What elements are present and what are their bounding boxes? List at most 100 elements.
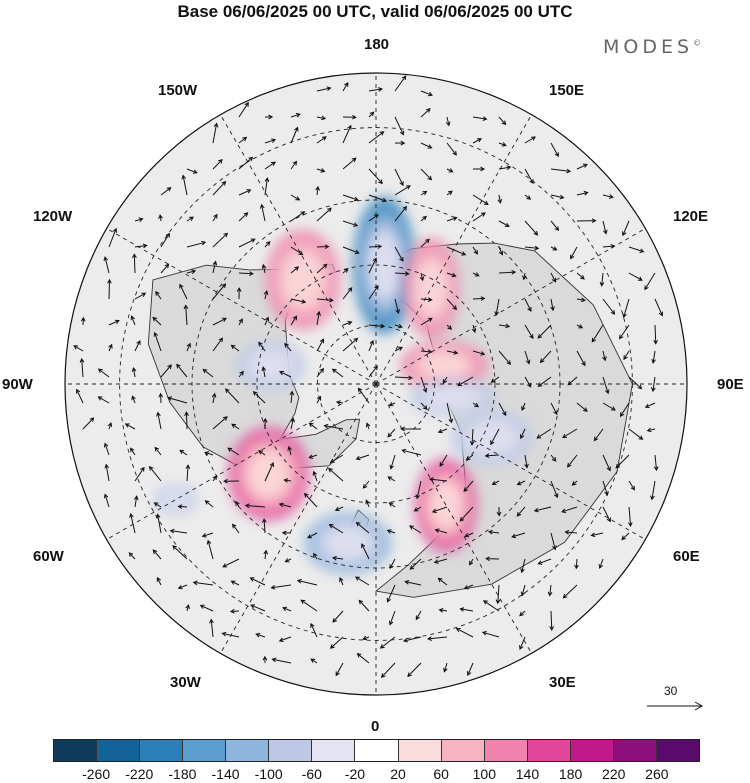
wind-arrow [650,480,656,501]
wind-arrow [420,297,433,302]
wind-arrow [179,449,188,456]
colorbar-tick: -180 [168,766,197,782]
wind-arrow [602,243,616,249]
wind-arrow [152,549,162,560]
reference-vector-label: 30 [664,684,678,698]
wind-arrow [564,529,578,535]
wind-arrow [420,238,430,248]
wind-arrow [622,220,630,237]
wind-arrow [420,90,433,97]
wind-arrow [550,298,555,312]
wind-arrow [368,285,379,300]
wind-arrow [472,350,486,356]
wind-arrow [169,528,188,534]
wind-arrow [472,296,486,301]
wind-arrow [602,480,609,497]
wind-arrow [153,331,162,352]
wind-arrow [308,454,318,459]
wind-arrow [420,349,433,355]
wind-arrow [342,124,352,144]
wind-arrow [365,422,371,430]
colorbar-segment [398,740,442,761]
wind-arrow [571,480,578,486]
wind-arrow [183,304,189,326]
wind-arrow [498,142,507,147]
wind-arrow [167,396,188,404]
wind-arrow [524,194,532,200]
wind-arrow [354,576,370,586]
wind-arrow [368,194,388,203]
wind-arrow [628,480,635,491]
positive-anomaly [414,458,478,552]
lon-label-60w: 60W [33,548,64,565]
wind-arrow [619,324,630,340]
wind-arrow [576,190,589,196]
wind-arrow [404,580,422,586]
wind-arrow [459,506,474,522]
wind-arrow [264,177,270,196]
colorbar-tick: -20 [344,766,366,782]
colorbar-segment [54,740,98,761]
wind-arrow [439,454,448,468]
wind-arrow [262,655,268,664]
wind-arrow [446,142,457,156]
wind-arrow [511,532,526,539]
wind-arrow [185,604,190,612]
wind-arrow [323,423,344,430]
wind-arrow [313,552,318,560]
wind-arrow [281,530,292,536]
wind-arrow [498,402,507,417]
wind-arrow [516,480,526,486]
wind-arrow [539,350,552,364]
wind-arrow [570,246,578,260]
meridian-line [220,114,377,385]
wind-arrow [524,376,532,388]
wind-arrow [331,555,344,561]
wind-arrow [455,628,474,638]
colorbar-tick: 260 [645,766,669,782]
wind-arrow [329,636,344,649]
wind-arrow [108,343,113,352]
wind-arrow [368,339,374,352]
wind-arrow [463,584,474,590]
wind-arrow [358,599,370,612]
wind-arrow [472,138,483,144]
wind-arrow [394,246,404,262]
wind-arrow [342,194,359,202]
wind-arrow [562,584,578,599]
wind-arrow [250,604,266,612]
colorbar-segment [226,740,270,761]
wind-arrow [464,532,474,538]
wind-arrow [446,324,453,330]
wind-arrow [176,363,188,378]
wind-arrow [446,402,454,424]
wind-arrow [498,323,511,329]
colorbar-segment [441,740,485,761]
wind-arrow [446,350,459,355]
wind-arrow [212,337,224,352]
modes-logo: MODES© [603,36,701,58]
wind-arrow [290,298,307,304]
wind-arrow [549,610,554,631]
wind-arrow [415,480,422,500]
wind-arrow [574,558,579,570]
wind-arrow [491,480,500,485]
wind-arrow [290,112,301,118]
wind-arrow [420,107,431,118]
wind-arrow [290,417,295,430]
wind-arrow [413,506,422,512]
wind-arrow [342,268,349,274]
wind-arrow [181,174,188,196]
wind-arrow [368,257,377,274]
negative-anomaly [154,484,198,516]
wind-arrow [131,366,137,378]
wind-arrow [204,500,214,508]
wind-arrow [264,138,277,144]
wind-arrow [355,454,370,461]
wind-arrow [316,367,325,378]
wind-arrow [465,454,474,461]
wind-arrow [312,470,318,482]
wind-arrow [129,512,136,534]
wind-arrow [287,445,292,456]
wind-arrow [80,316,86,326]
